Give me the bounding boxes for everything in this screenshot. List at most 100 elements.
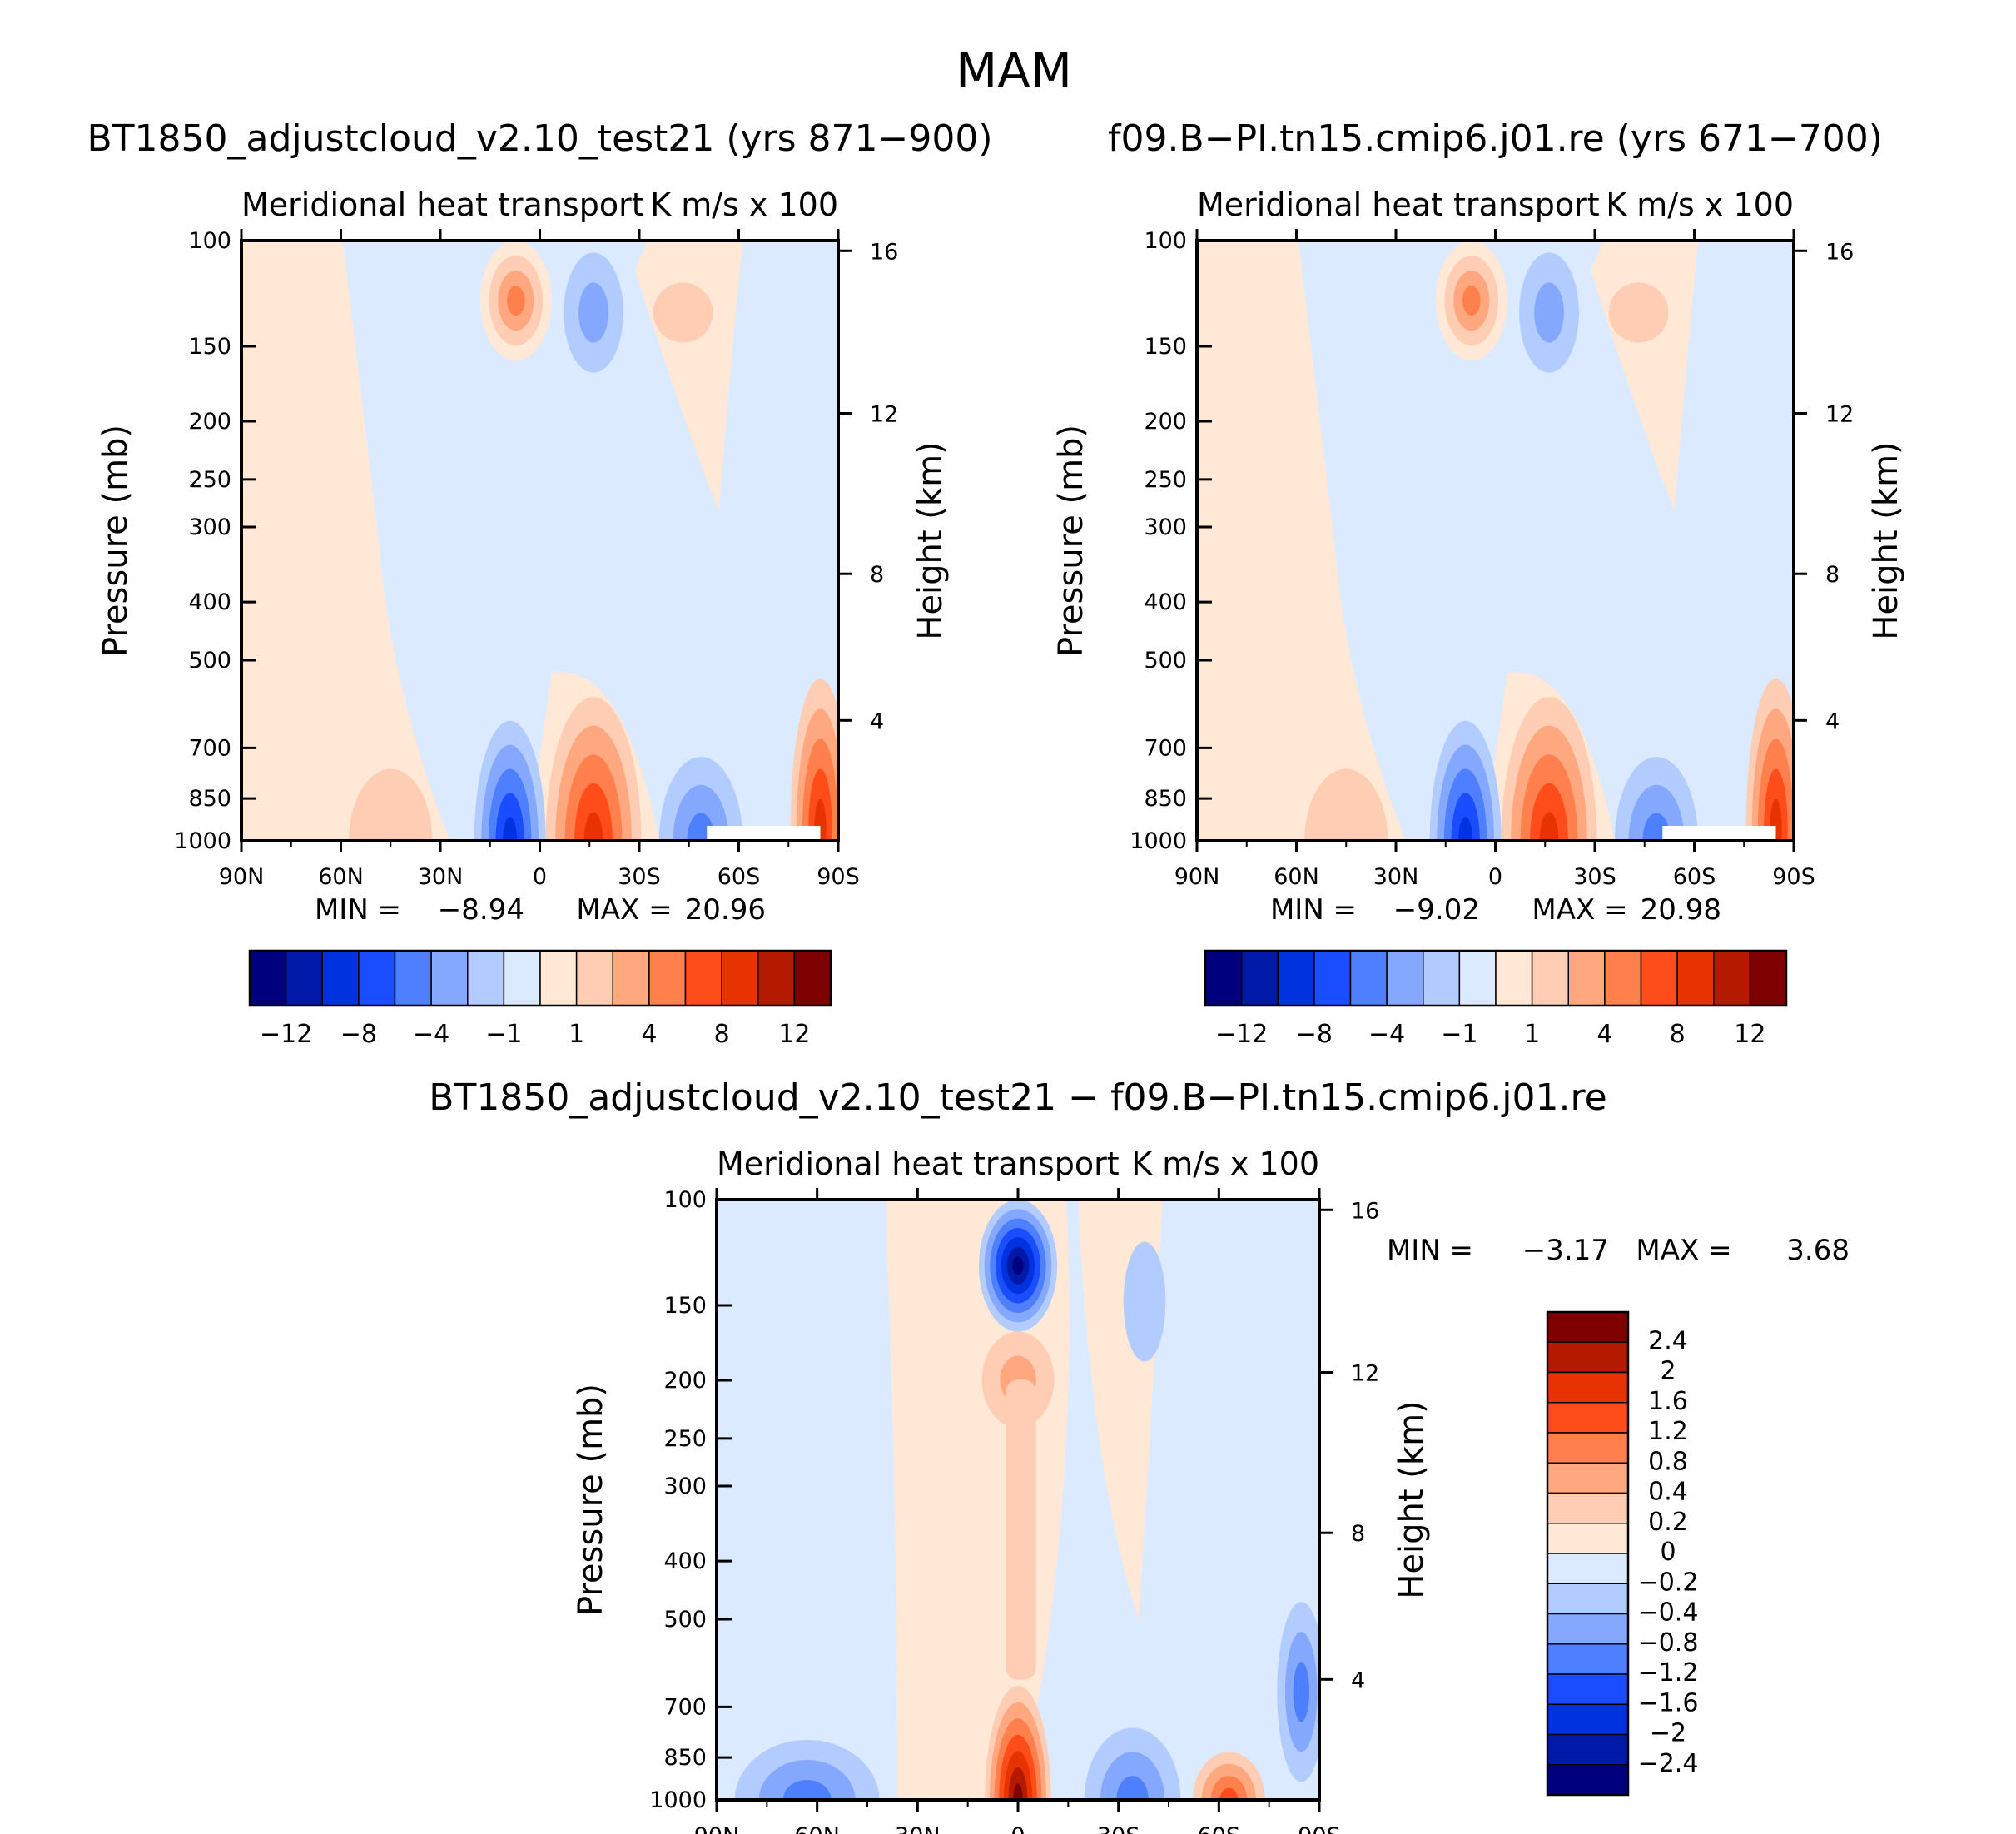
- field-warm-surface: [1539, 812, 1559, 841]
- panel3-y-tick-label: 150: [663, 1293, 707, 1319]
- panel2-colorbar-label: −12: [1215, 1020, 1268, 1049]
- panel3-y-axis-title: Pressure (mb): [572, 1384, 610, 1616]
- panel1-x-tick-label: 60N: [318, 864, 364, 890]
- panel3-colorbar-box: [1547, 1764, 1629, 1796]
- panel2-min-value: −9.02: [1393, 893, 1480, 927]
- panel2-colorbar-label: 4: [1596, 1020, 1612, 1049]
- panel1-x-tick-label: 90N: [219, 864, 265, 890]
- panel2-height-tick-label: 8: [1825, 562, 1840, 588]
- panel2-height-tick-label: 4: [1825, 708, 1840, 734]
- panel1-height-tick-label: 4: [870, 708, 884, 734]
- panel3-colorbar-label: −1.6: [1638, 1688, 1699, 1717]
- field-warm-surface: [1013, 1783, 1023, 1800]
- panel1-colorbar-box: [249, 950, 287, 1006]
- panel1-colorbar-label: 4: [641, 1020, 657, 1049]
- panel1-y-tick-label: 100: [188, 228, 231, 254]
- panel2-colorbar-box: [1567, 950, 1606, 1006]
- panel1-colorbar-box: [721, 950, 759, 1006]
- panel2-x-tick-label: 30S: [1573, 864, 1616, 890]
- panel1-y-tick-label: 300: [188, 514, 231, 540]
- panel2-x-tick-label: 30N: [1373, 864, 1419, 890]
- panel2-colorbar-box: [1204, 950, 1243, 1006]
- panel2-y-tick-label: 1000: [1130, 828, 1187, 854]
- panel2-colorbar-box: [1458, 950, 1497, 1006]
- panel2-max-value: 20.98: [1641, 893, 1721, 927]
- field-cold-jet: [1123, 1241, 1166, 1362]
- panel3-colorbar-label: −0.2: [1638, 1568, 1699, 1597]
- field-warm-column: [1006, 1379, 1036, 1680]
- panel1-colorbar-box: [285, 950, 324, 1006]
- panel2-height-tick-label: 12: [1825, 402, 1854, 428]
- panel1-colorbar-label: −8: [340, 1020, 377, 1049]
- field-warm-region: [1197, 241, 1406, 841]
- panel1-x-tick-label: 30N: [418, 864, 464, 890]
- panel2-colorbar-box: [1640, 950, 1678, 1006]
- panel2-colorbar-label: −4: [1368, 1020, 1405, 1049]
- panel1-colorbar-box: [394, 950, 432, 1006]
- panel1-colorbar-box: [648, 950, 687, 1006]
- panel1-height-tick-label: 16: [870, 239, 898, 265]
- panel1-colorbar-box: [467, 950, 505, 1006]
- panel3-colorbar-box: [1547, 1371, 1629, 1404]
- panel1-colorbar-box: [321, 950, 360, 1006]
- panel2-y-tick-label: 700: [1144, 735, 1187, 761]
- panel3-colorbar-label: 0.2: [1648, 1508, 1688, 1537]
- panel1-colorbar-box: [503, 950, 541, 1006]
- field-warm-jet: [1608, 282, 1669, 343]
- panel3-colorbar-box: [1547, 1583, 1629, 1615]
- panel1-colorbar-label: 12: [778, 1020, 810, 1049]
- field-warm-jet: [507, 286, 525, 316]
- panel1-x-tick-label: 90S: [817, 864, 860, 890]
- panel2-colorbar-box: [1531, 950, 1570, 1006]
- field-cold-polar: [1293, 1662, 1309, 1722]
- panel2-x-tick-label: 60N: [1274, 864, 1319, 890]
- field-cold-core: [1012, 1256, 1024, 1275]
- panel3-colorbar-label: 0.8: [1648, 1447, 1688, 1476]
- panel1-y-tick-label: 250: [188, 467, 231, 493]
- panel3-y-tick-label: 400: [663, 1548, 707, 1574]
- panel1-colorbar-box: [793, 950, 832, 1006]
- panel3-y-tick-label: 200: [663, 1368, 707, 1394]
- panel3-colorbar-label: −2.4: [1638, 1749, 1699, 1778]
- panel2-colorbar-box: [1604, 950, 1642, 1006]
- panel2-y-tick-label: 250: [1144, 467, 1187, 493]
- panel1-y-tick-label: 200: [188, 409, 231, 435]
- panel1-colorbar-box: [612, 950, 650, 1006]
- panel3-x-tick-label: 30N: [895, 1823, 941, 1834]
- field-cold-surface: [782, 1780, 832, 1800]
- panel2-colorbar-box: [1713, 950, 1751, 1006]
- panel1-group: BT1850_adjustcloud_v2.10_test21 (yrs 871…: [87, 117, 992, 1049]
- panel2-min-label: MIN =: [1270, 893, 1357, 927]
- field-cold-surface: [1116, 1776, 1149, 1800]
- field-warm-jet: [653, 282, 713, 343]
- field-warm-jet: [1462, 286, 1481, 316]
- panel1-colorbar-label: −12: [260, 1020, 312, 1049]
- panel1-y-tick-label: 700: [188, 735, 231, 761]
- field-missing: [1662, 825, 1776, 841]
- panel2-height-tick-label: 16: [1825, 239, 1854, 265]
- panel2-height-axis-title: Height (km): [1867, 441, 1905, 639]
- panel1-colorbar-box: [358, 950, 396, 1006]
- panel2-y-tick-label: 100: [1144, 228, 1187, 254]
- panel1-colorbar-box: [539, 950, 578, 1006]
- panel3-min-value: −3.17: [1522, 1234, 1609, 1267]
- field-missing: [707, 825, 821, 841]
- panel2-colorbar-label: 8: [1670, 1020, 1686, 1049]
- panel2-colorbar-box: [1676, 950, 1715, 1006]
- panel2-colorbar-box: [1495, 950, 1533, 1006]
- panel2-y-tick-label: 400: [1144, 589, 1187, 615]
- panel3-colorbar-box: [1547, 1613, 1629, 1645]
- panel1-colorbar-label: 1: [569, 1020, 584, 1049]
- panel2-colorbar-label: 12: [1734, 1020, 1765, 1049]
- panel2-x-tick-label: 60S: [1673, 864, 1716, 890]
- panel3-colorbar-box: [1547, 1523, 1629, 1554]
- panel2-x-tick-label: 90N: [1174, 864, 1220, 890]
- field-warm-surface: [583, 812, 603, 841]
- panel1-height-axis-title: Height (km): [911, 441, 950, 639]
- panel3-colorbar-box: [1547, 1432, 1629, 1464]
- field-cold-jet: [578, 282, 608, 343]
- field-cold-surface: [1451, 793, 1480, 841]
- panel2-y-tick-label: 500: [1144, 648, 1187, 673]
- panel3-contour-field: [717, 1200, 1319, 1800]
- panel1-max-value: 20.96: [685, 893, 766, 927]
